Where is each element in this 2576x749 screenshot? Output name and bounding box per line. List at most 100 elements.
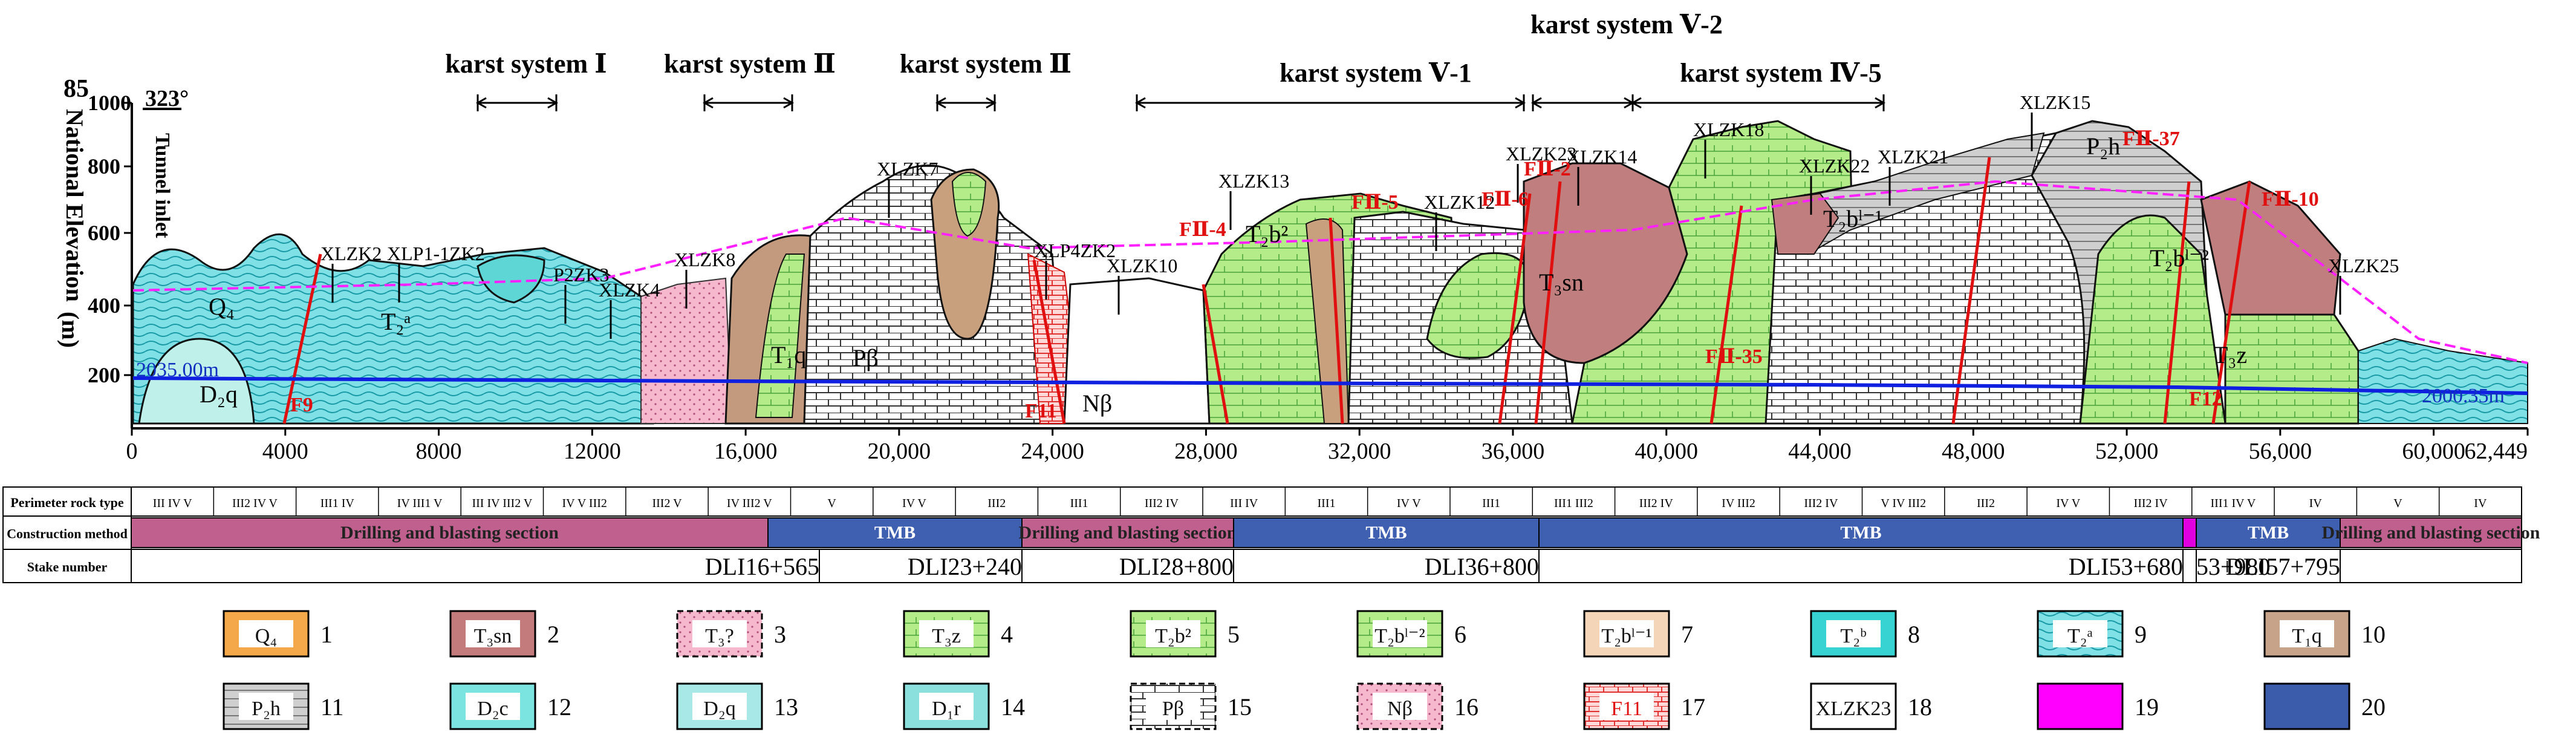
x-tick-label: 8000 [416, 439, 462, 464]
table-row-label: Construction method [7, 526, 128, 541]
legend-code: T₃sn [474, 625, 512, 647]
construction-method-cell [131, 517, 769, 548]
construction-method-label: Drilling and blasting section [1019, 523, 1237, 543]
fault-label: F9 [290, 394, 313, 416]
legend-code: T₂bˡ⁻¹ [1601, 625, 1651, 647]
legend-number: 6 [1454, 621, 1466, 648]
rock-type-cell: IV V [2056, 497, 2080, 510]
stratum-label: T₃sn [1539, 269, 1584, 296]
legend-swatch [2263, 682, 2350, 730]
legend-code: Nβ [1387, 698, 1413, 720]
legend-code: D₂c [477, 698, 509, 720]
legend: Q₄ 1 T₃sn 2 T₃? 3 T₃z 4 T₂b² 5 T₂bˡ⁻² 6 T₂bˡ⁻¹ 7 T₂ᵇ 8 T… [223, 610, 2386, 730]
karst-labels: karst system Ⅰ karst system Ⅱ karst system… [445, 10, 1886, 111]
karst-system-label: karst system Ⅱ [664, 49, 836, 79]
stake-number: 53+980 [2196, 553, 2271, 580]
construction-method-label: Drilling and blasting section [340, 523, 559, 543]
legend-code: T₁q [2292, 625, 2322, 647]
rock-type-cell: IV [2474, 497, 2487, 510]
legend-code-bg [1373, 693, 1427, 720]
stake-number: DLI23+240 [908, 553, 1022, 580]
rock-type-cell: III2 IV [1639, 497, 1674, 510]
borehole-label: XLZK7 [877, 158, 938, 180]
fault-line-f12 [2163, 181, 2191, 424]
rock-type-cell: III2 [1977, 497, 1995, 510]
x-tick-label: 28,000 [1174, 439, 1238, 464]
legend-number: 14 [1001, 693, 1025, 721]
rock-type-cell: III2 V [652, 497, 682, 510]
y-axis-unit: (m) [57, 312, 84, 348]
x-tick-label: 44,000 [1788, 439, 1852, 464]
legend-code-bg [1826, 693, 1881, 720]
borehole-label: XLZK14 [1566, 146, 1637, 168]
legend-number: 3 [774, 621, 786, 648]
x-tick-label: 40,000 [1635, 439, 1699, 464]
stake-number: DLI36+800 [1425, 553, 1539, 580]
y-tick-label: 200 [88, 363, 120, 387]
legend-number: 19 [2135, 693, 2159, 721]
construction-method-label: Drilling and blasting section [2322, 523, 2540, 543]
stake-number: DLI16+565 [705, 553, 819, 580]
stratum-label: T₂ᵃ [381, 308, 411, 335]
fault-label: FⅡ-2 [1524, 158, 1571, 180]
legend-number: 4 [1001, 621, 1013, 648]
x-tick-label: 24,000 [1021, 439, 1084, 464]
x-tick-label: 36,000 [1482, 439, 1545, 464]
legend-number: 11 [320, 693, 344, 721]
fault-line-fii35 [1709, 205, 1743, 424]
fault-label: FⅡ-35 [1705, 345, 1763, 368]
rock-type-cell: V IV III2 [1881, 497, 1926, 510]
legend-code-bg [1146, 693, 1200, 720]
stratum-label: Nβ [1082, 390, 1112, 417]
karst-system-label: karst system Ⅱ [900, 49, 1072, 79]
borehole-label: XLZK13 [1218, 170, 1289, 192]
stratum-label: T₃z [2213, 341, 2247, 368]
rock-type-cell: IV V [902, 497, 926, 510]
construction-method-cell [767, 517, 1023, 548]
fault-line-fii5 [1329, 217, 1344, 424]
stratum-label: T₂bˡ⁻² [2150, 244, 2209, 272]
legend-number: 17 [1681, 693, 1705, 721]
stratum-brown-band-a [1305, 218, 1350, 424]
borehole-label: XLZK10 [1107, 255, 1177, 276]
stratum-green-core [951, 172, 987, 237]
construction-table: Perimeter rock type Construction method St… [2, 486, 2540, 583]
rock-type-cell: IV [2309, 497, 2323, 510]
fault-label: FⅡ-37 [2122, 128, 2180, 150]
rock-type-cell: III IV III2 V [472, 497, 532, 510]
legend-number: 18 [1908, 693, 1932, 721]
rock-type-cell: III1 IV V [2211, 497, 2256, 510]
legend-number: 2 [547, 621, 559, 648]
legend-code-bg [1599, 620, 1654, 647]
rock-type-cell: III1 [1318, 497, 1336, 510]
construction-method-cell [1233, 517, 1540, 548]
fault-label: FⅡ-10 [2262, 188, 2319, 211]
x-tick-label: 60,000 [2402, 439, 2465, 464]
karst-system-label: karst system Ⅴ-1 [1280, 58, 1472, 88]
x-tick-label: 12000 [564, 439, 621, 464]
rock-type-cell: III2 IV [1145, 497, 1179, 510]
stratum-nbeta [1063, 277, 1211, 425]
construction-method-label: TMB [2248, 523, 2289, 543]
fault-label: FⅡ-5 [1351, 191, 1399, 214]
borehole-label: XLZK4 [599, 279, 660, 301]
table-row [2, 549, 2522, 583]
y-tick-label: 1000 [88, 91, 131, 115]
x-tick-label: 32,000 [1328, 439, 1391, 464]
legend-number: 13 [774, 693, 798, 721]
x-tick-label: 20,000 [868, 439, 931, 464]
legend-number: 7 [1681, 621, 1693, 648]
y-tick-label: 600 [88, 221, 120, 245]
tunnel-inlet-label: Tunnel inlet [151, 133, 174, 238]
legend-number: 1 [320, 621, 333, 648]
karst-system-label: karst system Ⅴ-2 [1530, 10, 1723, 39]
legend-code: Q₄ [255, 625, 277, 647]
fault-line-fii4 [1202, 284, 1229, 424]
rock-type-cell: IV III2 V [727, 497, 772, 510]
strata-labels: Q₄ T₂ᵃ D₂q T₁q Pβ Nβ T₂b² T₃sn T₃z T₂bˡ⁻¹ T₂bˡ⁻² P₂… [200, 132, 2247, 417]
x-tick-label: 56,000 [2249, 439, 2312, 464]
x-tick-label: 48,000 [1942, 439, 2005, 464]
rock-type-cell: III2 [987, 497, 1006, 510]
borehole-label: XLZK18 [1693, 119, 1764, 140]
